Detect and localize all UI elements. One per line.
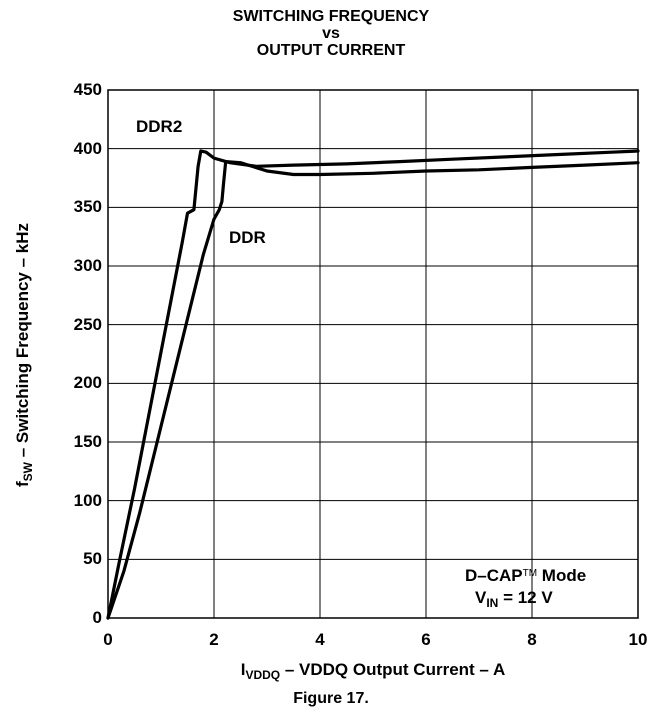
mode-annotation: D–CAPTM Mode [465, 566, 586, 586]
vin-suffix: = 12 V [498, 588, 553, 607]
y-axis-label-prefix: f [13, 481, 32, 488]
mode-annotation-prefix: D–CAP [465, 566, 523, 585]
x-tick-label-6: 6 [421, 630, 431, 649]
ddr2-series-label: DDR2 [136, 117, 183, 136]
y-tick-label-200: 200 [73, 373, 102, 393]
x-axis-label-subscript: VDDQ [245, 668, 281, 682]
y-tick-label-100: 100 [73, 490, 102, 510]
vin-annotation: VIN = 12 V [475, 588, 553, 610]
x-axis-label: IVDDQ – VDDQ Output Current – A [108, 660, 638, 682]
plot-frame [107, 89, 639, 619]
y-tick-label-50: 50 [83, 549, 102, 569]
series-line-ddr [106, 160, 640, 620]
y-tick-label-250: 250 [73, 314, 102, 334]
trademark-mark: TM [522, 568, 538, 579]
x-tick-label-4: 4 [315, 630, 325, 649]
y-tick-label-300: 300 [73, 256, 102, 275]
ddr-series-label: DDR [229, 228, 266, 247]
mode-annotation-suffix: Mode [537, 566, 587, 585]
x-axis-label-suffix: – VDDQ Output Current – A [280, 660, 506, 679]
series-line-ddr2 [106, 149, 640, 620]
x-axis-label-prefix: I [240, 660, 246, 679]
x-tick-label-0: 0 [103, 630, 113, 649]
x-tick-label-8: 8 [527, 630, 537, 649]
figure-caption: Figure 17. [293, 690, 369, 707]
y-axis-label-subscript: SW [21, 462, 35, 482]
y-tick-label-350: 350 [73, 197, 102, 217]
y-axis-label-suffix: – Switching Frequency – kHz [13, 222, 32, 462]
y-tick-label-0: 0 [92, 608, 102, 627]
y-tick-label-150: 150 [73, 432, 102, 451]
chart-title-line-3: OUTPUT CURRENT [256, 42, 406, 59]
y-tick-label-400: 400 [73, 138, 102, 158]
vin-subscript: IN [486, 596, 499, 610]
x-tick-label-2: 2 [209, 630, 219, 649]
y-tick-label-450: 450 [73, 80, 102, 99]
chart-title-line-2: vs [322, 25, 340, 42]
x-tick-label-10: 10 [628, 630, 648, 649]
y-axis-label: fSW – Switching Frequency – kHz [13, 223, 35, 487]
vin-prefix: V [475, 588, 487, 607]
chart-title-line-1: SWITCHING FREQUENCY [232, 8, 430, 25]
